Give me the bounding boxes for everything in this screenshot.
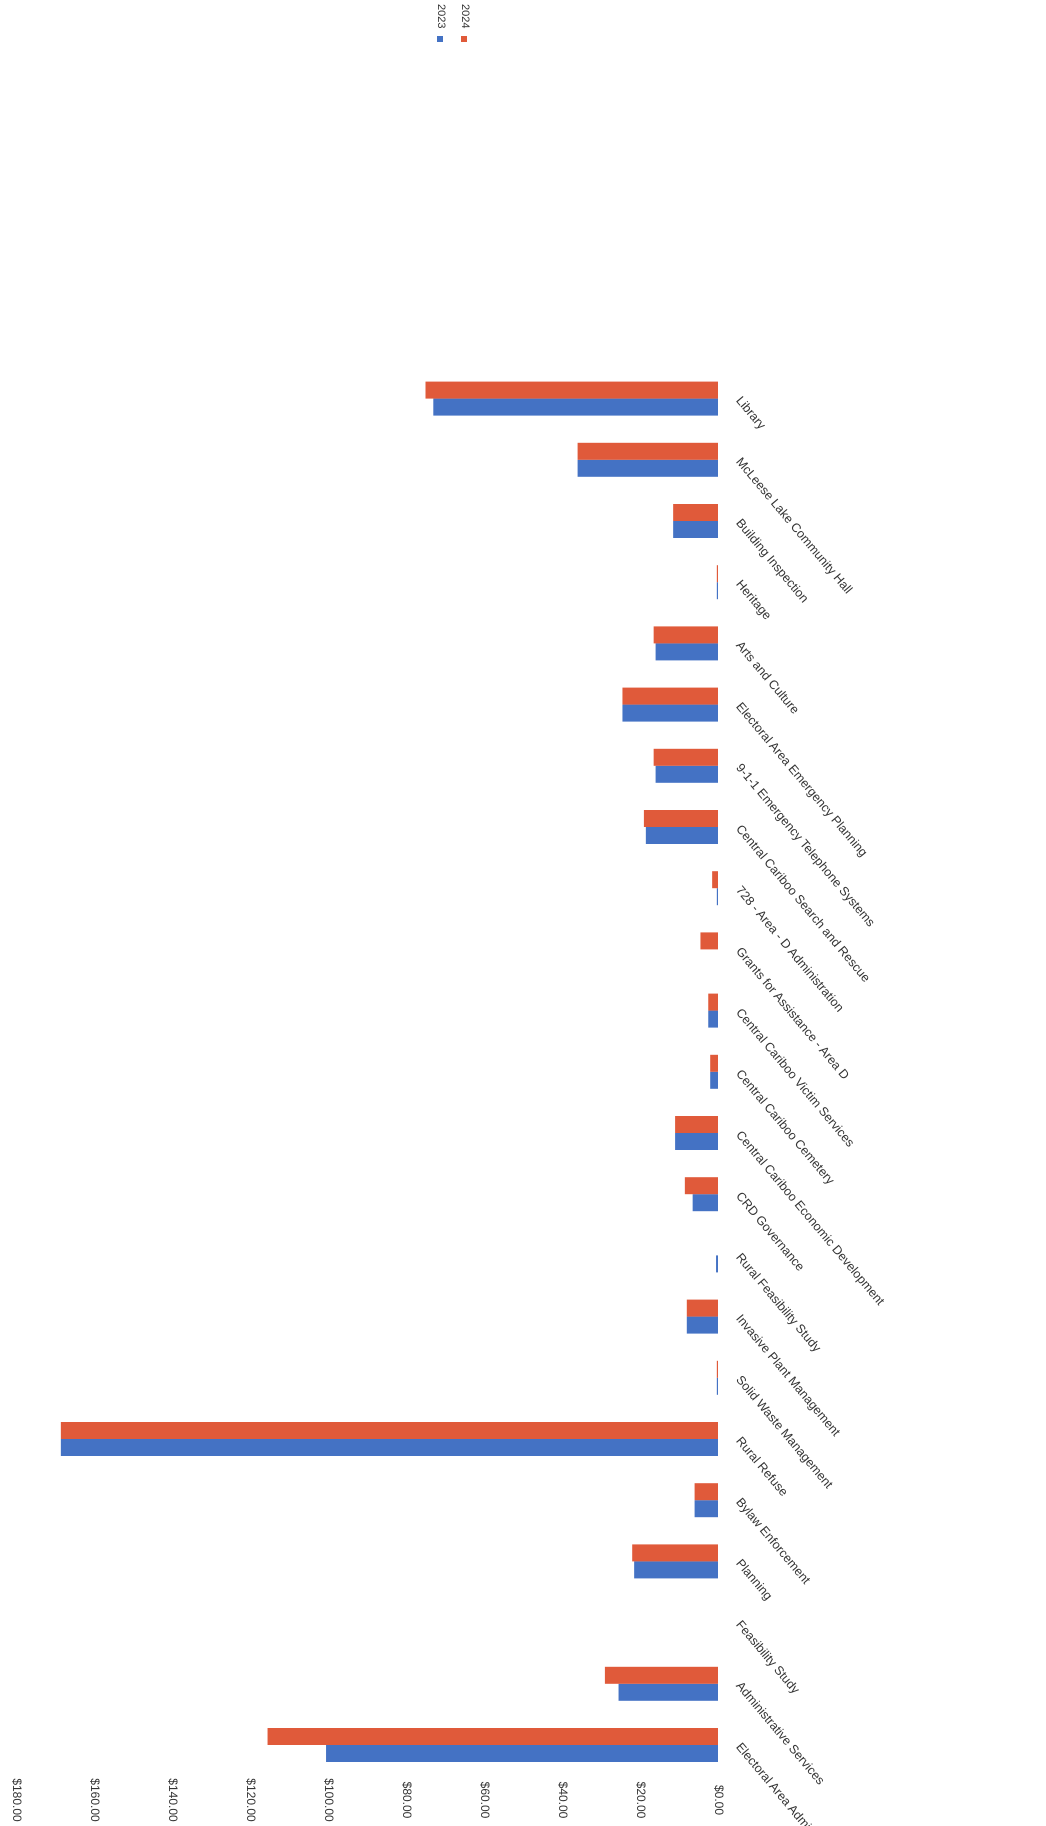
category-label: Heritage [733, 577, 774, 622]
value-axis: $0.00 $20.00 $40.00 $60.00 $80.00 $100.00 $120… [10, 1778, 726, 1822]
bar-2024 [716, 1360, 718, 1378]
bar-2023 [716, 1255, 718, 1273]
bar-2024 [694, 1483, 718, 1501]
y-tick-label: $100.00 [322, 1778, 336, 1822]
bar-2024 [604, 1666, 718, 1684]
bar-2024 [267, 1728, 718, 1745]
legend-label-2023: 2023 [435, 4, 447, 28]
y-tick-label: $60.00 [478, 1782, 492, 1819]
bar-2024 [653, 748, 718, 766]
bar-2023 [60, 1439, 719, 1456]
category-label: Administrative Services [733, 1679, 827, 1788]
bar-2024 [716, 565, 718, 583]
bar-2023 [655, 765, 718, 783]
bar-2023 [692, 1194, 718, 1212]
y-tick-label: $40.00 [556, 1782, 570, 1819]
bar-2023 [433, 398, 718, 416]
y-tick-label: $0.00 [712, 1785, 726, 1815]
bar-2024 [710, 1054, 718, 1072]
bar-2024 [643, 810, 718, 827]
bar-2024 [577, 442, 718, 460]
bar-2024 [708, 993, 718, 1011]
y-tick-label: $160.00 [88, 1778, 102, 1822]
bar-2024 [686, 1299, 718, 1317]
legend-label-2024: 2024 [459, 4, 471, 28]
bar-2023 [716, 888, 718, 906]
bar-2024 [684, 1177, 718, 1195]
bar-2023 [622, 704, 718, 722]
category-label: 728 - Area - D Administration [733, 883, 846, 1014]
bar-2023 [577, 459, 718, 477]
bar-2024 [700, 932, 718, 950]
bar-2024 [675, 1116, 718, 1133]
category-label: Rural Feasibility Study [733, 1250, 824, 1355]
category-label: Planning [733, 1556, 775, 1602]
bar-2023 [673, 521, 718, 538]
bar-2024 [712, 871, 718, 889]
bar-2024 [632, 1544, 718, 1562]
bars [60, 381, 719, 1762]
bar-2023 [694, 1500, 718, 1518]
category-label: Rural Refuse [733, 1434, 791, 1499]
bar-2023 [686, 1316, 718, 1334]
bar-2023 [675, 1133, 718, 1150]
y-tick-label: $80.00 [400, 1782, 414, 1819]
bar-2024 [653, 626, 718, 644]
bar-2023 [645, 827, 718, 844]
category-label: Library [733, 394, 769, 433]
bar-2023 [708, 1010, 718, 1028]
bar-2023 [655, 643, 718, 661]
category-label: Solid Waste Management [733, 1373, 836, 1492]
y-tick-label: $140.00 [166, 1778, 180, 1822]
bar-2023 [326, 1745, 718, 1762]
legend: 2023 2024 [435, 4, 471, 42]
bar-2023 [710, 1071, 718, 1089]
bar-2023 [716, 1377, 718, 1395]
category-axis: Electoral Area AdministrationAdministrat… [733, 394, 887, 1826]
plot-area: $0.00 $20.00 $40.00 $60.00 $80.00 $100.00 $120… [10, 381, 888, 1826]
legend-swatch-2023 [437, 36, 443, 42]
bar-2024 [673, 504, 718, 521]
y-tick-label: $20.00 [634, 1782, 648, 1819]
bar-2023 [634, 1561, 718, 1579]
bar-2024 [622, 687, 718, 705]
bar-2024 [60, 1422, 719, 1439]
y-tick-label: $120.00 [244, 1778, 258, 1822]
category-label: Central Cariboo Cemetery [733, 1067, 838, 1188]
category-label: Invasive Plant Management [733, 1312, 843, 1440]
bar-2023 [716, 582, 718, 600]
bar-2023 [618, 1683, 718, 1701]
bar-2024 [425, 381, 718, 399]
legend-swatch-2024 [461, 36, 467, 42]
y-tick-label: $180.00 [10, 1778, 24, 1822]
